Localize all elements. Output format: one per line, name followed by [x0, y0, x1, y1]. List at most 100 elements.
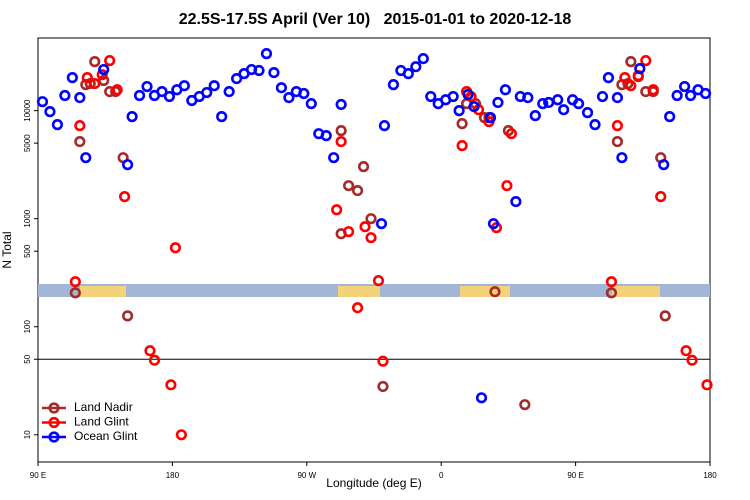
- point: [305, 98, 317, 110]
- point: [74, 91, 86, 104]
- point: [335, 98, 347, 111]
- point: [96, 69, 108, 81]
- point: [178, 80, 190, 92]
- point: [632, 69, 644, 82]
- point: [489, 286, 501, 298]
- point: [335, 135, 347, 148]
- point: [468, 100, 480, 113]
- legend-label: Ocean Glint: [74, 429, 138, 443]
- point: [216, 111, 228, 123]
- point: [456, 118, 468, 130]
- point: [453, 105, 465, 117]
- point: [320, 130, 332, 142]
- point: [377, 355, 389, 367]
- point: [260, 48, 273, 60]
- point: [505, 128, 517, 140]
- point: [343, 180, 355, 192]
- point: [572, 98, 585, 110]
- point: [529, 110, 541, 122]
- legend-marker: [48, 402, 60, 414]
- point: [81, 72, 93, 84]
- point: [543, 96, 555, 109]
- point: [331, 204, 343, 216]
- point: [351, 184, 364, 197]
- point: [51, 119, 64, 131]
- point: [144, 345, 156, 357]
- point: [519, 399, 531, 411]
- point: [365, 213, 377, 225]
- point: [680, 345, 692, 357]
- chart-title: 22.5S-17.5S April (Ver 10) 2015-01-01 to…: [179, 11, 572, 28]
- point: [647, 84, 659, 96]
- point: [686, 354, 698, 366]
- point: [596, 90, 609, 103]
- x-tick-label: 180: [703, 471, 717, 480]
- point: [201, 86, 213, 99]
- point: [169, 242, 181, 254]
- x-tick-label: 90 E: [567, 471, 583, 480]
- point: [602, 72, 615, 84]
- point: [492, 96, 504, 109]
- point: [119, 191, 131, 203]
- y-tick-label: 5000: [23, 134, 32, 152]
- point: [402, 68, 414, 80]
- x-tick-label: 90 E: [30, 471, 46, 480]
- land-mask-strip: [38, 284, 710, 297]
- x-axis-label: Longitude (deg E): [326, 476, 421, 490]
- point: [522, 91, 534, 104]
- point: [351, 302, 364, 314]
- point: [375, 218, 388, 230]
- point: [634, 62, 646, 75]
- point: [537, 98, 549, 110]
- point: [275, 82, 288, 94]
- point: [148, 354, 161, 366]
- point: [640, 55, 652, 67]
- point: [121, 310, 134, 322]
- point: [659, 310, 671, 322]
- point: [74, 135, 86, 148]
- x-tick-label: 180: [166, 471, 180, 480]
- legend-label: Land Glint: [74, 415, 129, 429]
- y-tick-label: 1000: [23, 209, 32, 227]
- point: [357, 161, 370, 173]
- legend-marker: [48, 431, 60, 443]
- point: [298, 87, 310, 100]
- x-tick-label: 90 W: [297, 471, 316, 480]
- point: [328, 152, 340, 164]
- point: [165, 379, 177, 391]
- point: [658, 159, 670, 171]
- point: [223, 85, 235, 98]
- point: [501, 180, 513, 192]
- point: [59, 89, 71, 102]
- point: [605, 276, 618, 288]
- y-tick-label: 10: [23, 430, 32, 439]
- point: [410, 61, 422, 73]
- point: [89, 77, 101, 90]
- point: [44, 106, 56, 118]
- point: [283, 91, 295, 104]
- point: [611, 135, 624, 148]
- legend-marker: [48, 416, 60, 429]
- point: [133, 89, 146, 102]
- point: [456, 140, 468, 152]
- point: [89, 56, 101, 68]
- point: [417, 53, 429, 65]
- point: [558, 104, 570, 116]
- point: [163, 90, 176, 103]
- point: [510, 195, 522, 208]
- y-tick-label: 50: [23, 354, 32, 363]
- point: [231, 72, 243, 85]
- point: [69, 276, 81, 288]
- point: [552, 94, 564, 106]
- point: [74, 120, 86, 132]
- point: [378, 120, 391, 132]
- point: [671, 89, 683, 102]
- point: [475, 392, 488, 404]
- point: [625, 80, 637, 92]
- point: [36, 96, 49, 108]
- point: [625, 56, 637, 68]
- point: [377, 380, 389, 393]
- point: [98, 63, 110, 76]
- point: [126, 111, 138, 123]
